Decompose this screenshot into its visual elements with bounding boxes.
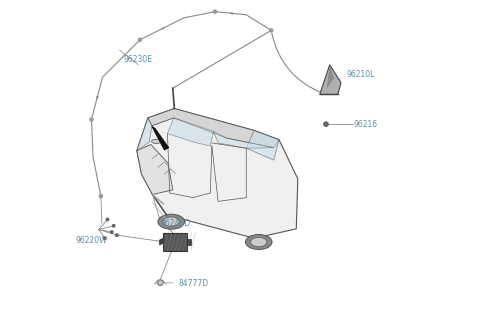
Polygon shape — [137, 118, 152, 151]
Circle shape — [270, 29, 273, 32]
Ellipse shape — [245, 235, 272, 250]
Polygon shape — [326, 65, 334, 89]
Polygon shape — [137, 144, 173, 194]
Polygon shape — [214, 131, 274, 148]
Circle shape — [159, 281, 162, 284]
Circle shape — [110, 231, 113, 233]
Text: 96210L: 96210L — [341, 70, 375, 79]
Polygon shape — [137, 109, 298, 238]
Ellipse shape — [163, 217, 180, 226]
Circle shape — [99, 194, 102, 198]
Polygon shape — [187, 239, 191, 245]
Polygon shape — [152, 126, 169, 150]
Circle shape — [157, 280, 163, 285]
Circle shape — [116, 234, 118, 236]
Circle shape — [112, 225, 115, 227]
Text: 96216: 96216 — [353, 120, 377, 129]
Text: 96230E: 96230E — [124, 55, 153, 64]
Polygon shape — [320, 65, 341, 95]
Bar — [163, 233, 187, 251]
Circle shape — [90, 118, 93, 121]
Polygon shape — [246, 130, 279, 160]
Text: 96240D: 96240D — [160, 219, 190, 228]
Ellipse shape — [152, 139, 161, 143]
Polygon shape — [168, 118, 214, 146]
Polygon shape — [160, 238, 163, 245]
Polygon shape — [148, 109, 279, 148]
Text: 84777D: 84777D — [166, 279, 208, 288]
Circle shape — [138, 38, 142, 41]
Ellipse shape — [158, 214, 184, 229]
Text: 96220W: 96220W — [76, 236, 108, 245]
Circle shape — [324, 122, 328, 126]
Circle shape — [104, 237, 106, 240]
Circle shape — [214, 10, 216, 13]
Circle shape — [106, 218, 108, 221]
Ellipse shape — [251, 237, 267, 247]
